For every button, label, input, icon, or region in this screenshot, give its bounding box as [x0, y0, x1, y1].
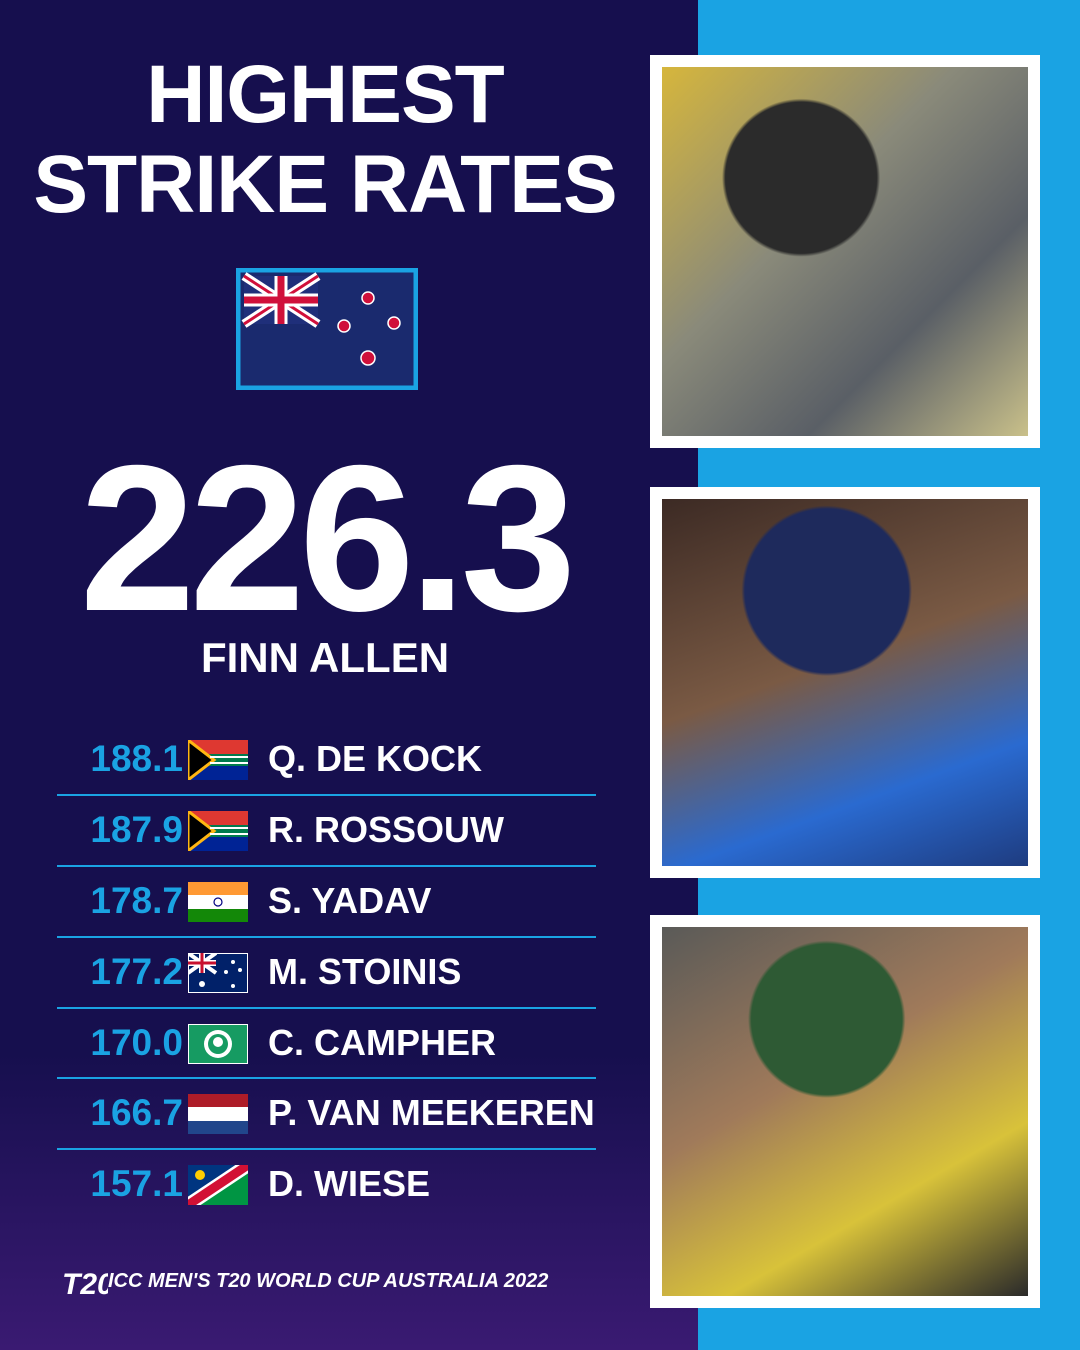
row-value: 178.7 — [90, 880, 183, 921]
left-panel — [0, 0, 698, 1350]
row-value: 157.1 — [90, 1163, 183, 1204]
title-line: STRIKE RATES — [33, 139, 617, 230]
t20-logo: T20 — [62, 1268, 108, 1301]
footer: ICC MEN'S T20 WORLD CUP AUSTRALIA 2022 — [108, 1270, 549, 1292]
row-name: C. CAMPHER — [268, 1022, 497, 1063]
row-name: R. ROSSOUW — [268, 809, 505, 850]
separator — [57, 865, 596, 867]
player-photo — [650, 915, 1040, 1308]
row-name: D. WIESE — [268, 1163, 431, 1204]
separator — [57, 936, 596, 938]
row-value: 188.1 — [90, 738, 183, 779]
flag — [188, 1094, 248, 1134]
row-name: M. STOINIS — [268, 951, 462, 992]
flag — [188, 1024, 248, 1064]
leader-name: FINN ALLEN — [200, 634, 450, 681]
row-name: P. VAN MEEKEREN — [268, 1092, 595, 1133]
row-name: Q. DE KOCK — [268, 738, 483, 779]
flag — [188, 740, 248, 780]
row-name: S. YADAV — [268, 880, 432, 921]
title-line: HIGHEST — [146, 49, 504, 140]
row-value: 187.9 — [90, 809, 183, 850]
player-photo — [650, 487, 1040, 878]
row-value: 170.0 — [90, 1022, 183, 1063]
row-value: 177.2 — [90, 951, 183, 992]
leader-value: 226.3 — [79, 423, 577, 655]
flag — [188, 811, 248, 851]
separator — [57, 794, 596, 796]
flag — [188, 953, 248, 993]
separator — [57, 1148, 596, 1150]
separator — [57, 1077, 596, 1079]
player-photo — [650, 55, 1040, 448]
flag — [188, 882, 248, 922]
svg-text:T20: T20 — [62, 1268, 108, 1301]
nz-flag — [236, 268, 418, 390]
row-value: 166.7 — [90, 1092, 183, 1133]
flag — [188, 1165, 248, 1205]
separator — [57, 1007, 596, 1009]
